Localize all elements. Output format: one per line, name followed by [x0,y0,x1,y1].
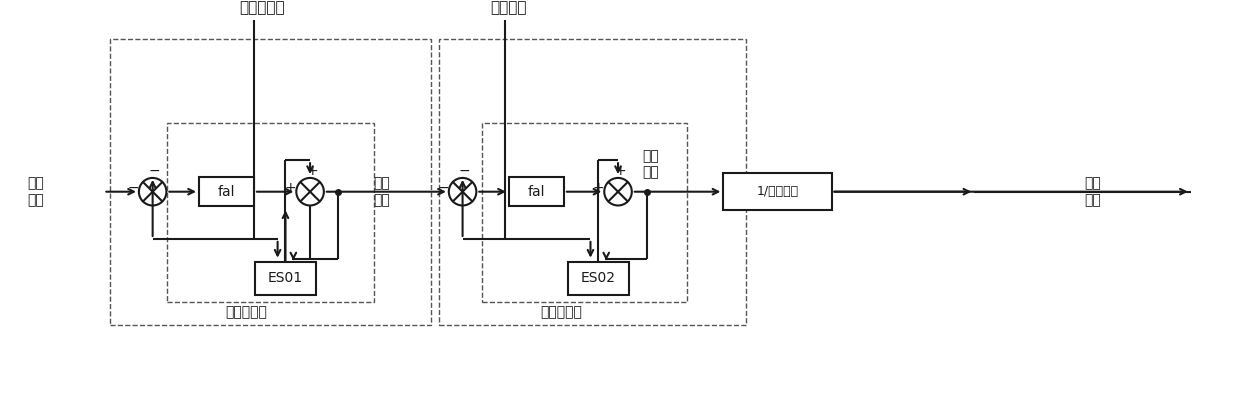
Bar [255,262,316,295]
Text: 转速环控制: 转速环控制 [541,305,582,319]
Bar [167,123,374,302]
Text: 期望
转速: 期望 转速 [373,176,391,207]
Text: fal: fal [218,185,236,199]
Text: +: + [306,164,317,178]
Text: 压力环控制: 压力环控制 [226,305,267,319]
Text: 电机转速: 电机转速 [490,0,527,15]
Text: +: + [614,164,626,178]
Bar [439,39,746,324]
Bar [568,262,629,295]
Bar [198,177,254,206]
Bar [723,173,832,210]
Text: ES01: ES01 [268,271,303,285]
Text: +: + [593,181,604,195]
Text: 期望
压力: 期望 压力 [27,176,45,207]
Bar [482,123,687,302]
Text: −: − [436,181,449,195]
Text: 期望
转矩: 期望 转矩 [642,149,660,179]
Text: ES02: ES02 [580,271,616,285]
Text: −: − [149,164,160,178]
Text: 1/力矩系数: 1/力矩系数 [756,185,799,198]
Text: 泵出口压力: 泵出口压力 [239,0,285,15]
Bar [110,39,432,324]
Text: fal: fal [527,185,546,199]
Text: 期望
电流: 期望 电流 [1084,176,1101,207]
Bar [508,177,564,206]
Text: −: − [459,164,470,178]
Text: −: − [128,181,139,195]
Text: +: + [285,181,296,195]
